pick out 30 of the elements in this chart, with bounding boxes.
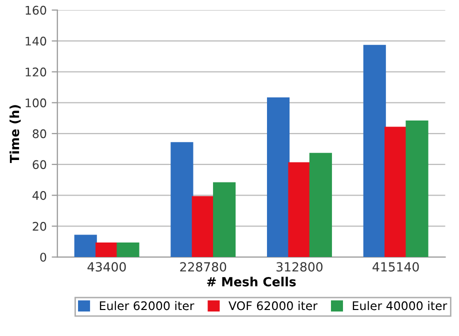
bar — [74, 234, 97, 258]
y-tick-label: 140 — [26, 36, 46, 46]
bar — [116, 242, 140, 258]
legend-label: VOF 62000 iter — [228, 301, 318, 310]
x-tick-label: 312800 — [276, 262, 322, 272]
x-axis-title: # Mesh Cells — [207, 276, 296, 286]
x-tick-label: 228780 — [180, 262, 226, 272]
x-tick-label: 43400 — [88, 262, 126, 272]
bar — [309, 152, 332, 258]
y-tick-label: 80 — [32, 129, 46, 138]
y-tick-label: 60 — [32, 160, 46, 170]
bar — [192, 196, 214, 258]
bar — [213, 182, 236, 258]
bar — [170, 142, 194, 258]
bar — [406, 120, 428, 258]
y-tick-label: 20 — [32, 222, 46, 231]
bar — [266, 97, 290, 258]
y-tick-label: 0 — [40, 252, 46, 262]
y-tick-label: 120 — [26, 68, 46, 76]
bar — [288, 162, 311, 258]
legend-label: Euler 40000 iter — [352, 301, 448, 310]
legend-label: Euler 62000 iter — [100, 301, 194, 310]
y-axis-title: Time (h) — [10, 105, 21, 163]
bar — [96, 242, 118, 258]
y-tick-label: 160 — [26, 6, 46, 15]
y-tick-label: 40 — [32, 191, 46, 200]
y-tick-label: 100 — [26, 98, 46, 108]
bar — [363, 44, 386, 258]
bar — [384, 126, 408, 258]
x-tick-label: 415140 — [372, 262, 419, 272]
